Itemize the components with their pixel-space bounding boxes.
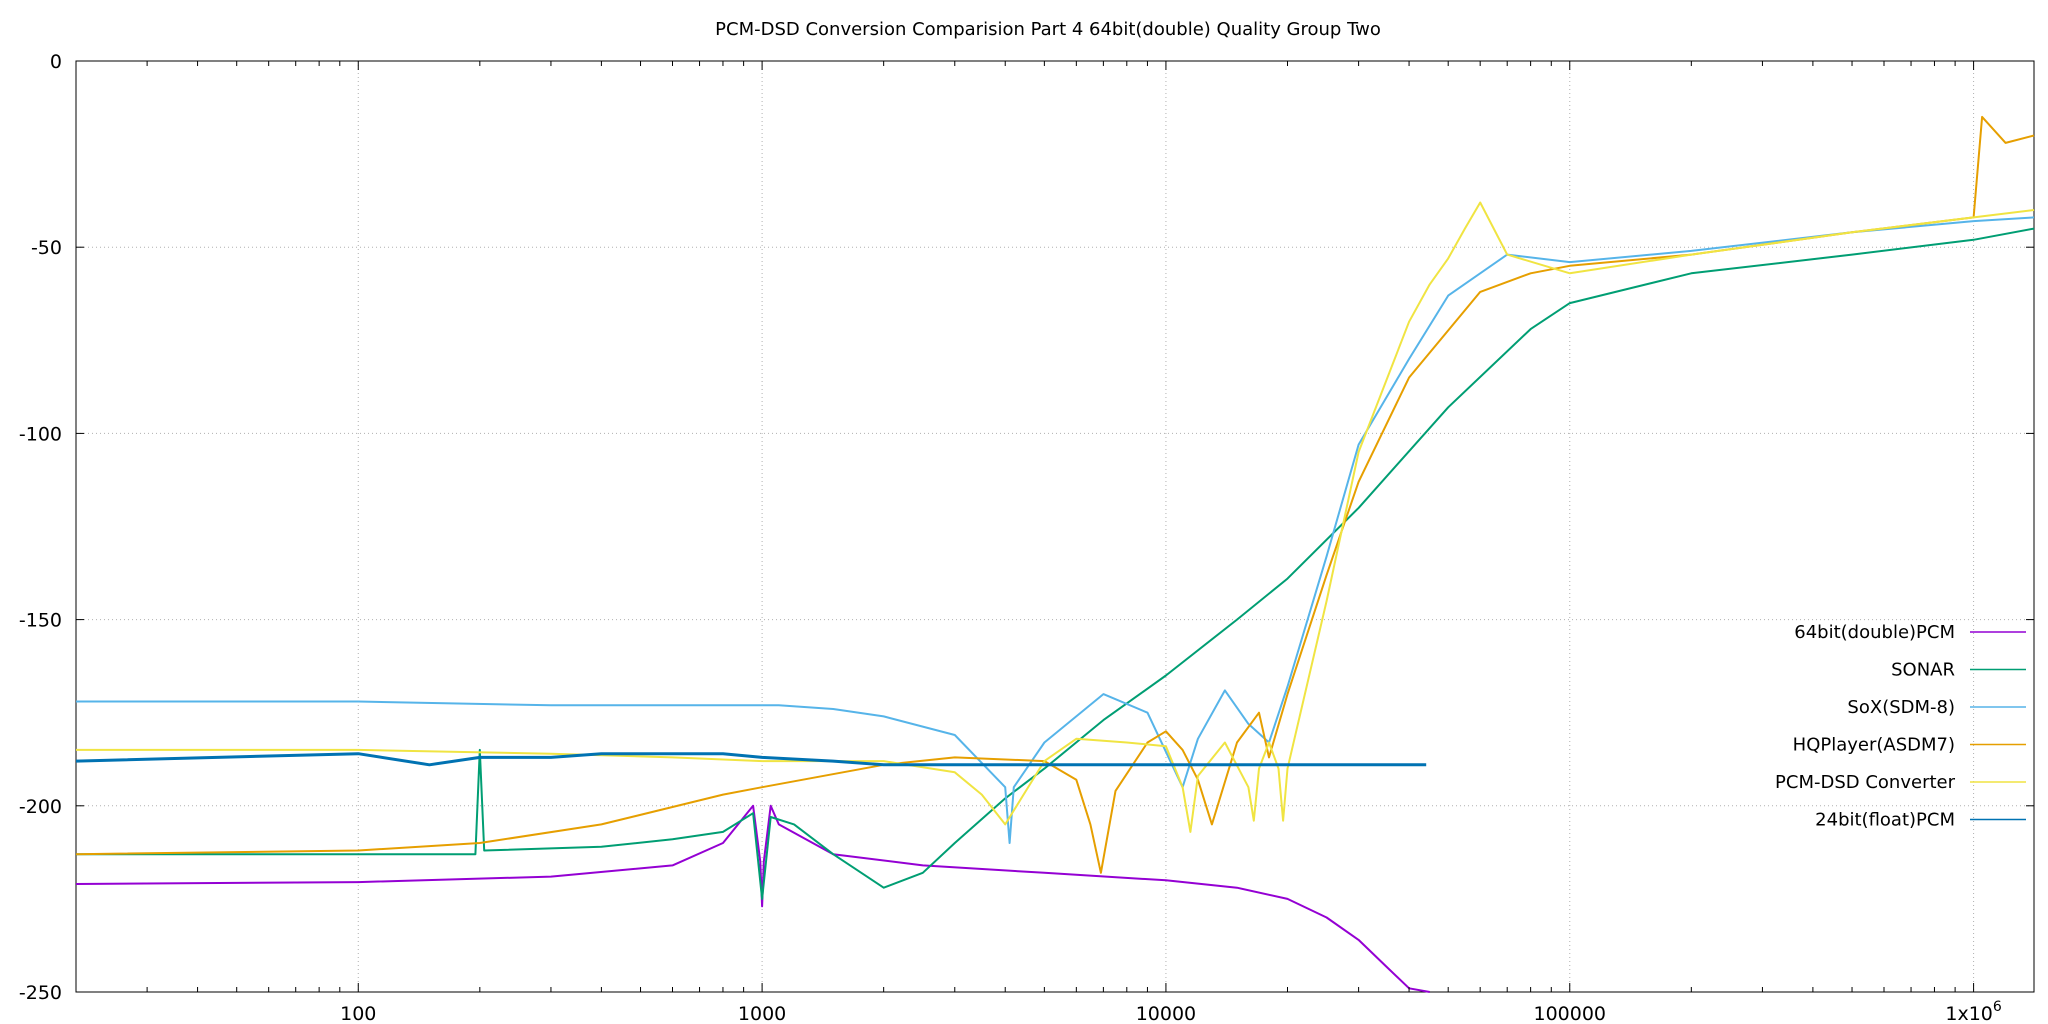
y-tick-label: -50 bbox=[31, 237, 62, 259]
series-line bbox=[76, 216, 2035, 844]
legend-label: 64bit(double)PCM bbox=[1794, 622, 1955, 643]
series-line bbox=[75, 115, 2035, 874]
legend-label: 24bit(float)PCM bbox=[1815, 810, 1955, 831]
legend-label: SoX(SDM-8) bbox=[1847, 697, 1955, 718]
legend-label: SONAR bbox=[1891, 660, 1955, 681]
x-tick-label: 100 bbox=[340, 1003, 376, 1024]
x-tick-label-exponent: 6 bbox=[1993, 999, 2002, 1015]
x-tick-label: 1x106 bbox=[1945, 999, 2002, 1024]
chart-title: PCM-DSD Conversion Comparision Part 4 64… bbox=[715, 19, 1381, 40]
x-tick-label-text: 1x10 bbox=[1945, 1003, 1993, 1024]
x-tick-label-text: 100000 bbox=[1533, 1003, 1606, 1024]
y-tick-label: -250 bbox=[19, 982, 62, 1004]
legend-label: HQPlayer(ASDM7) bbox=[1793, 735, 1955, 756]
tick-labels: 0 -50 -100 -150 -200 -250 100 1000 10000 100000 1x… bbox=[19, 51, 2034, 1024]
grid bbox=[76, 61, 2034, 992]
series-line bbox=[75, 752, 1427, 767]
y-tick-label: -150 bbox=[19, 610, 62, 632]
y-tick-label: -200 bbox=[19, 796, 62, 818]
x-tick-label-text: 100 bbox=[340, 1003, 376, 1024]
series-line bbox=[76, 201, 2035, 833]
y-tick-label: 0 bbox=[50, 51, 62, 73]
y-tick-label: -100 bbox=[19, 423, 62, 445]
x-tick-label: 100000 bbox=[1533, 1003, 1606, 1024]
legend-label: PCM-DSD Converter bbox=[1775, 772, 1956, 793]
x-tick-label: 10000 bbox=[1136, 1003, 1196, 1024]
series-line bbox=[75, 804, 1430, 993]
x-tick-label: 1000 bbox=[738, 1003, 786, 1024]
legend: 64bit(double)PCM SONAR SoX(SDM-8) HQPlayer(… bbox=[1775, 622, 2026, 831]
x-tick-label-text: 10000 bbox=[1136, 1003, 1196, 1024]
plot-frame bbox=[75, 60, 2035, 993]
x-tick-label-text: 1000 bbox=[738, 1003, 786, 1024]
series-group bbox=[75, 115, 2035, 993]
series-line bbox=[76, 227, 2035, 900]
